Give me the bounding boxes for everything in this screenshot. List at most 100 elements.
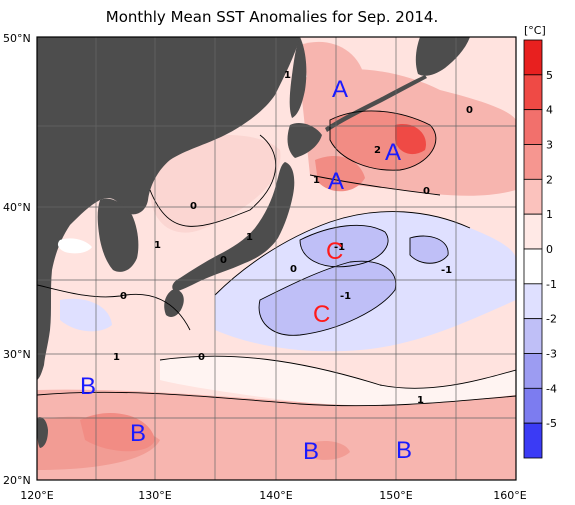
warm-patch-a-peak xyxy=(395,124,426,155)
region-label-a: A xyxy=(328,168,344,195)
contour-minus1-east xyxy=(409,235,449,264)
warm-patch-a-north xyxy=(300,41,365,99)
contour-label: 1 xyxy=(417,395,424,406)
contour-label: 0 xyxy=(290,264,297,275)
colorbar-swatch xyxy=(523,74,543,111)
lon-label: 140°E xyxy=(259,489,292,502)
lon-label: 150°E xyxy=(379,489,412,502)
kuril-islands xyxy=(325,75,427,132)
honshu xyxy=(172,162,295,292)
contour-label: 1 xyxy=(113,352,120,363)
contour-label: -1 xyxy=(441,265,452,276)
colorbar-tick-label: 5 xyxy=(546,69,553,82)
graticule xyxy=(37,37,516,480)
contour-0-south xyxy=(159,355,516,389)
colorbar-tick-label: 3 xyxy=(546,139,553,152)
contour-lines xyxy=(37,110,516,407)
colorbar-tick-label: -2 xyxy=(546,313,557,326)
contour-label: 1 xyxy=(284,70,291,81)
contour-label: 0 xyxy=(220,255,227,266)
contour-label: 0 xyxy=(466,105,473,116)
contour-label: 0 xyxy=(423,186,430,197)
lon-label: 130°E xyxy=(138,489,171,502)
colorbar-tick-label: -1 xyxy=(546,278,557,291)
sakhalin xyxy=(289,37,307,118)
contour-0-north xyxy=(214,211,471,296)
bohai-gap xyxy=(57,238,92,254)
region-label-a: A xyxy=(332,76,348,103)
map-title: Monthly Mean SST Anomalies for Sep. 2014… xyxy=(106,8,438,26)
contour-labels: 1 0 2 1 0 0 1 0 1 0 -1 -1 0 1 0 1 -1 xyxy=(113,70,473,406)
colorbar-swatch xyxy=(523,213,543,250)
colorbar-swatch xyxy=(523,178,543,215)
contour-label: 1 xyxy=(154,240,161,251)
contour-label: 0 xyxy=(198,352,205,363)
contour-2-a xyxy=(329,110,437,171)
contour-label: -1 xyxy=(334,242,345,253)
contour-0-west xyxy=(37,284,191,331)
warm-patch-b-core xyxy=(80,412,155,452)
colorbar-unit: [°C] xyxy=(524,24,546,37)
contour-minus1-south xyxy=(258,260,397,336)
colorbar-ticks: 5 4 3 2 1 0 -1 -2 -3 -4 -5 xyxy=(546,69,557,430)
region-label-b: B xyxy=(303,438,319,465)
colorbar-swatch xyxy=(523,144,543,180)
contour-0-sea-of-japan xyxy=(149,134,277,227)
region-labels: A A A C C B B B B xyxy=(80,76,412,465)
contour-label: 1 xyxy=(246,232,253,243)
contour-1-south xyxy=(37,391,516,407)
contour-1-north xyxy=(309,174,441,196)
colorbar-swatch xyxy=(523,109,543,145)
colorbar-tick-label: 4 xyxy=(546,104,553,117)
contour-label: -1 xyxy=(340,291,351,302)
cool-region-core-north xyxy=(300,225,389,267)
colorbar-swatch xyxy=(523,39,543,76)
region-label-b: B xyxy=(80,373,96,400)
hokkaido xyxy=(287,123,322,158)
lat-label: 50°N xyxy=(3,32,31,45)
korean-peninsula xyxy=(97,198,139,272)
lat-label: 20°N xyxy=(3,474,31,487)
region-label-a: A xyxy=(385,139,401,166)
contour-minus1-north xyxy=(299,224,389,268)
colorbar-swatches xyxy=(523,39,543,459)
contour-label: 1 xyxy=(313,175,320,186)
contour-label: 2 xyxy=(374,145,381,156)
colorbar-swatch xyxy=(523,283,543,320)
contour-label: 0 xyxy=(190,201,197,212)
cool-patch-west xyxy=(60,298,112,332)
region-label-c: C xyxy=(313,301,330,328)
colorbar-tick-label: 2 xyxy=(546,173,553,186)
latitude-labels: 50°N 40°N 30°N 20°N xyxy=(3,32,31,487)
lat-label: 30°N xyxy=(3,348,31,361)
colorbar-swatch xyxy=(523,387,543,424)
longitude-labels: 120°E 130°E 140°E 150°E 160°E xyxy=(20,489,526,502)
region-label-b: B xyxy=(396,437,412,464)
asian-continent xyxy=(37,37,300,380)
land-mass xyxy=(37,37,470,448)
neutral-band xyxy=(160,356,516,406)
map-panel xyxy=(37,37,516,480)
colorbar-tick-label: -4 xyxy=(546,382,557,395)
kyushu xyxy=(164,289,184,317)
contour-label: 0 xyxy=(120,291,127,302)
colorbar-swatch xyxy=(523,353,543,389)
colorbar: [°C] 5 4 3 2 1 0 -1 -2 -3 -4 -5 xyxy=(523,24,557,459)
region-label-b: B xyxy=(130,420,146,447)
lat-label: 40°N xyxy=(3,201,31,214)
warm-patch-b-south xyxy=(305,440,350,460)
taiwan xyxy=(37,417,48,448)
kamchatka xyxy=(415,37,470,76)
colorbar-tick-label: 0 xyxy=(546,243,553,256)
colorbar-tick-label: -5 xyxy=(546,417,557,430)
colorbar-swatch xyxy=(523,248,543,285)
lon-label: 160°E xyxy=(493,489,526,502)
colorbar-tick-label: -3 xyxy=(546,348,557,361)
map-frame xyxy=(36,36,517,481)
colorbar-swatch xyxy=(523,422,543,459)
colorbar-swatch xyxy=(523,318,543,354)
region-label-c: C xyxy=(326,238,343,265)
colorbar-tick-label: 1 xyxy=(546,208,553,221)
cool-region-core-east xyxy=(410,235,449,264)
